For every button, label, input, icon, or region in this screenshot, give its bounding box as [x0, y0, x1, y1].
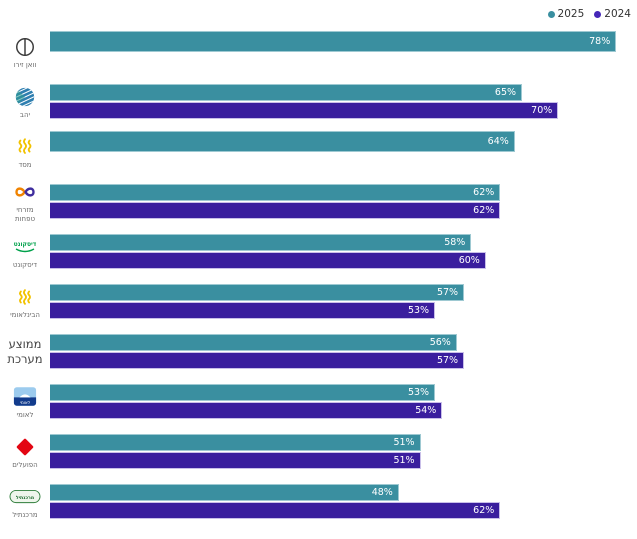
chart-row-yahav: יהב 65% 70% — [0, 76, 637, 126]
bar-2025-onezero[interactable]: 78% — [50, 31, 617, 52]
discount-logo-icon: דיסקונט — [10, 235, 40, 259]
chart-row-mizrahi-tefahot: מזרחי טפחות 62% 62% — [0, 176, 637, 226]
bar-2024-hapoalim[interactable]: 51% — [50, 452, 421, 469]
category-text: הפועלים — [12, 460, 38, 469]
svg-text:דיסקונט: דיסקונט — [14, 241, 37, 248]
mizrahi-tefahot-logo-icon — [12, 180, 38, 204]
bar-2024-yahav[interactable]: 70% — [50, 102, 559, 119]
onezero-logo-icon — [14, 35, 36, 59]
bar-value: 53% — [407, 305, 430, 316]
bar-value: 65% — [494, 87, 517, 98]
bar-2024-system-average[interactable]: 57% — [50, 352, 465, 369]
bar-2024-mizrahi-tefahot[interactable]: 62% — [50, 202, 501, 219]
bar-value: 53% — [407, 387, 430, 398]
bar-2024-discount[interactable]: 60% — [50, 252, 486, 269]
bar-value: 62% — [473, 505, 495, 516]
chart-row-discount: דיסקונט דיסקונט 58% 60% — [0, 226, 637, 276]
bar-2024-beinleumi[interactable]: 53% — [50, 302, 436, 319]
bar-2025-massad[interactable]: 64% — [50, 131, 515, 152]
bar-value: 70% — [531, 105, 553, 116]
category-label-leumi: לאומי לאומי — [0, 376, 50, 426]
category-text: דיסקונט — [12, 260, 38, 269]
chart-row-mercantile: מרכנתיל מרכנתיל 48% 62% — [0, 476, 637, 526]
legend-dot-2025-icon — [547, 10, 555, 18]
bar-2025-beinleumi[interactable]: 57% — [50, 284, 465, 301]
mercantile-logo-icon: מרכנתיל — [9, 485, 41, 509]
category-text: הבינלאומי — [10, 310, 40, 319]
category-label-yahav: יהב — [0, 76, 50, 126]
category-text: מרכנתיל — [12, 510, 38, 519]
legend-label-2024: 2024 — [604, 8, 631, 20]
beinleumi-logo-icon — [14, 285, 36, 309]
bar-2024-mercantile[interactable]: 62% — [50, 502, 501, 519]
chart-row-beinleumi: הבינלאומי 57% 53% — [0, 276, 637, 326]
chart-row-leumi: לאומי לאומי 53% 54% — [0, 376, 637, 426]
category-text: ממוצע מערכת — [7, 337, 43, 366]
category-label-beinleumi: הבינלאומי — [0, 276, 50, 326]
category-text: מסד — [18, 160, 32, 169]
chart-row-onezero: וואן זירו 78% — [0, 26, 637, 76]
legend-item-2025[interactable]: 2025 — [547, 8, 585, 20]
bar-value: 60% — [458, 255, 480, 266]
legend-dot-2024-icon — [594, 10, 602, 18]
legend-item-2024[interactable]: 2024 — [594, 8, 631, 20]
chart-row-hapoalim: הפועלים 51% 51% — [0, 426, 637, 476]
category-label-mercantile: מרכנתיל מרכנתיל — [0, 476, 50, 526]
category-text: וואן זירו — [13, 60, 37, 69]
bar-2024-leumi[interactable]: 54% — [50, 402, 443, 419]
bar-value: 64% — [487, 136, 509, 147]
hapoalim-logo-icon — [14, 435, 36, 459]
legend: 2025 2024 — [547, 8, 631, 20]
category-text: לאומי — [16, 410, 34, 419]
bar-value: 56% — [429, 337, 451, 348]
bar-2025-yahav[interactable]: 65% — [50, 84, 523, 101]
svg-text:מרכנתיל: מרכנתיל — [16, 495, 34, 501]
bar-2025-discount[interactable]: 58% — [50, 234, 472, 251]
category-text: מזרחי טפחות — [15, 206, 35, 223]
legend-label-2025: 2025 — [557, 8, 585, 20]
bar-value: 54% — [415, 405, 437, 416]
bar-value: 58% — [444, 237, 466, 248]
bar-2025-leumi[interactable]: 53% — [50, 384, 436, 401]
category-label-massad: מסד — [0, 126, 50, 176]
bar-value: 51% — [393, 437, 415, 448]
bar-2025-mizrahi-tefahot[interactable]: 62% — [50, 184, 501, 201]
bar-value: 48% — [371, 487, 393, 498]
category-label-discount: דיסקונט דיסקונט — [0, 226, 50, 276]
chart-area: וואן זירו 78% יהב 65% 70% — [0, 26, 637, 526]
yahav-logo-icon — [14, 85, 36, 109]
bar-value: 51% — [393, 455, 415, 466]
bar-value: 78% — [589, 36, 611, 47]
bar-2025-system-average[interactable]: 56% — [50, 334, 457, 351]
category-label-onezero: וואן זירו — [0, 26, 50, 76]
bar-2025-hapoalim[interactable]: 51% — [50, 434, 421, 451]
bar-value: 62% — [473, 205, 495, 216]
category-label-hapoalim: הפועלים — [0, 426, 50, 476]
massad-logo-icon — [14, 135, 36, 159]
chart-row-massad: מסד 64% — [0, 126, 637, 176]
bar-value: 57% — [436, 355, 459, 366]
bar-value: 57% — [436, 287, 459, 298]
category-text: יהב — [19, 110, 31, 119]
bar-2025-mercantile[interactable]: 48% — [50, 484, 399, 501]
chart-row-system-average: ממוצע מערכת 56% 57% — [0, 326, 637, 376]
bar-value: 62% — [473, 187, 495, 198]
svg-text:לאומי: לאומי — [20, 400, 31, 405]
category-label-mizrahi-tefahot: מזרחי טפחות — [0, 176, 50, 226]
leumi-logo-icon: לאומי — [13, 385, 37, 409]
category-label-system-average: ממוצע מערכת — [0, 326, 50, 376]
